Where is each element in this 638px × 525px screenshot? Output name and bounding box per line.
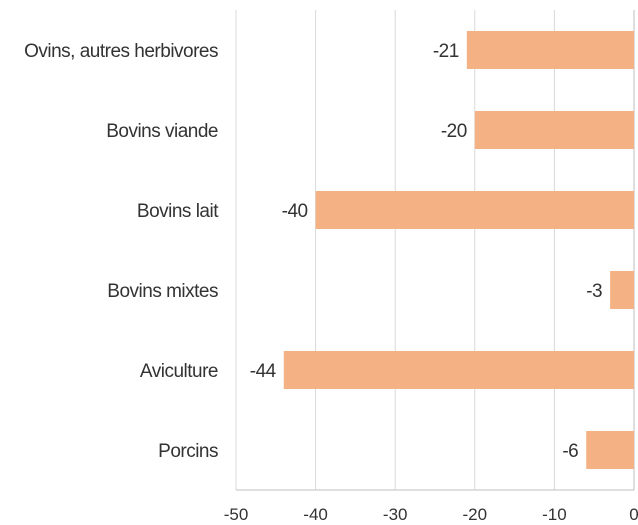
- category-label-1: Bovins viande: [106, 121, 218, 142]
- data-label-0: -21: [433, 41, 459, 62]
- tick-layer: -50 -40 -30 -20 -10 0: [224, 505, 638, 524]
- category-label-5: Porcins: [158, 441, 218, 462]
- x-tick-label-0: -50: [224, 505, 249, 524]
- category-label-2: Bovins lait: [137, 201, 219, 222]
- grid-layer: [235, 10, 635, 491]
- bar-0: [466, 31, 634, 69]
- category-label-4: Aviculture: [140, 361, 218, 382]
- data-label-5: -6: [562, 441, 578, 462]
- category-label-3: Bovins mixtes: [107, 281, 218, 302]
- category-label-0: Ovins, autres herbivores: [24, 41, 218, 62]
- data-label-4: -44: [250, 361, 277, 382]
- bar-1: [474, 111, 634, 149]
- x-tick-label-3: -20: [463, 505, 488, 524]
- bar-layer: [283, 31, 634, 469]
- bar-4: [283, 351, 634, 389]
- x-tick-label-1: -40: [303, 505, 328, 524]
- x-tick-label-2: -30: [383, 505, 408, 524]
- x-tick-label-4: -10: [542, 505, 567, 524]
- data-label-1: -20: [441, 121, 467, 142]
- data-label-3: -3: [586, 281, 602, 302]
- bar-5: [586, 431, 634, 469]
- x-tick-label-5: 0: [629, 505, 638, 524]
- bar-3: [610, 271, 634, 309]
- label-layer: Ovins, autres herbivores -21 Bovins viande…: [24, 41, 603, 462]
- data-label-2: -40: [282, 201, 308, 222]
- bar-2: [315, 191, 634, 229]
